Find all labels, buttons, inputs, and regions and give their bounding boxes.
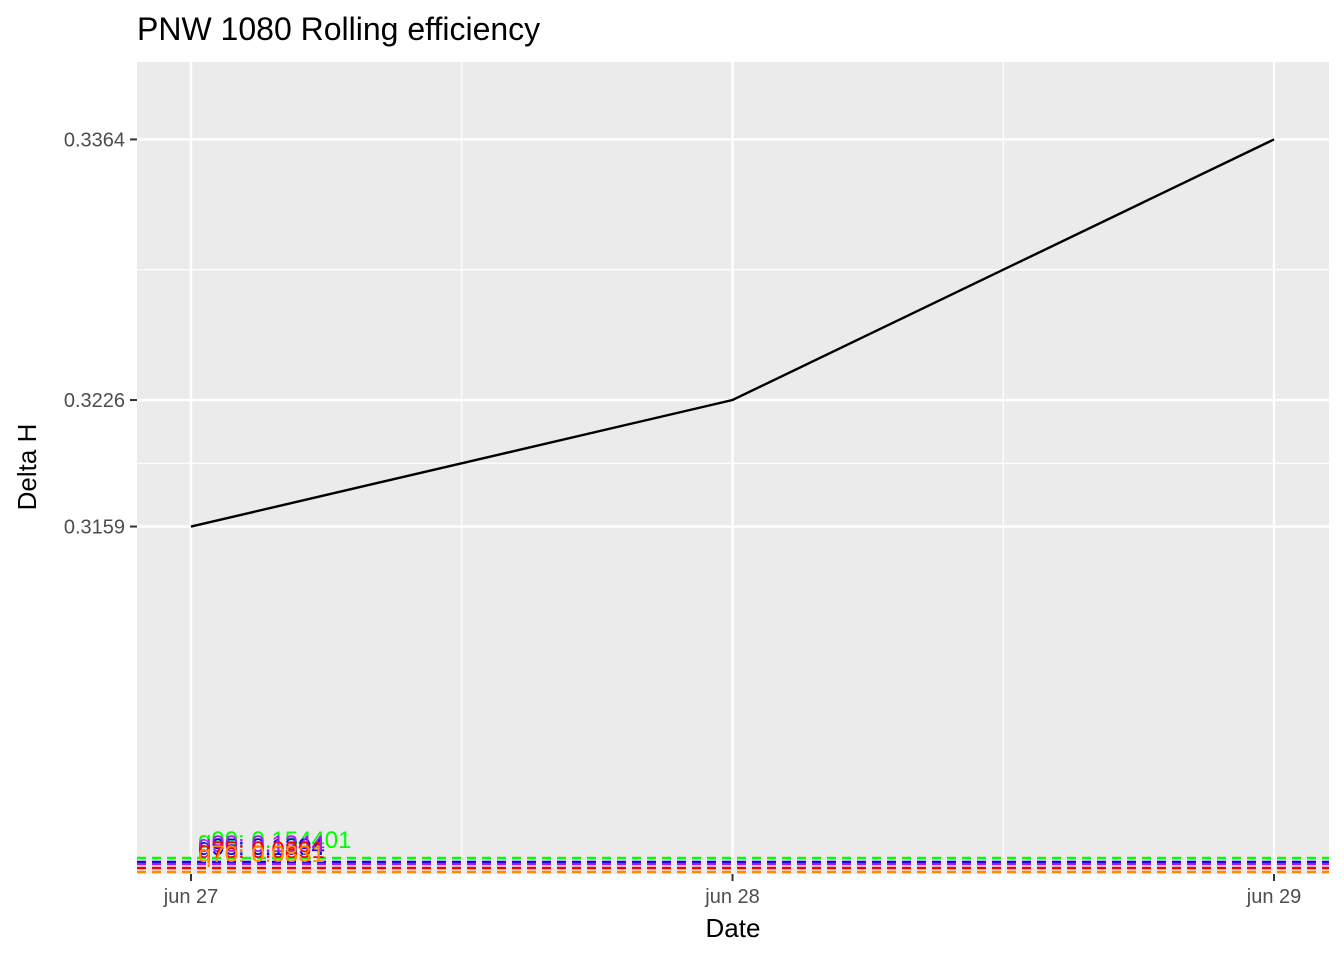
- y-axis-title: Delta H: [12, 424, 42, 511]
- reference-lines: [137, 856, 1329, 874]
- reference-label: q99: 0.154401: [198, 827, 351, 854]
- reference-label: q75: 0.0891: [198, 837, 325, 864]
- series-line: [190, 138, 1275, 528]
- x-axis-title: Date: [706, 913, 761, 943]
- reference-label: q90: 0.1344: [198, 831, 325, 858]
- x-tick-label: jun 29: [1246, 886, 1302, 908]
- y-tick-label: 0.3364: [64, 129, 125, 151]
- chart-title: PNW 1080 Rolling efficiency: [137, 11, 540, 47]
- axes: jun 27 jun 28 jun 29 0.3159 0.3226 0.3364: [64, 129, 1301, 908]
- y-tick-label: 0.3226: [64, 390, 125, 412]
- x-tick-label: jun 28: [704, 886, 760, 908]
- reference-label: q95: 0.1394: [198, 834, 325, 861]
- grid-lines: [137, 62, 1329, 874]
- y-tick-label: 0.3159: [64, 517, 125, 539]
- x-tick-label: jun 27: [163, 886, 219, 908]
- reference-label: q70: 0.0831: [198, 841, 325, 868]
- data-series: [190, 138, 1275, 528]
